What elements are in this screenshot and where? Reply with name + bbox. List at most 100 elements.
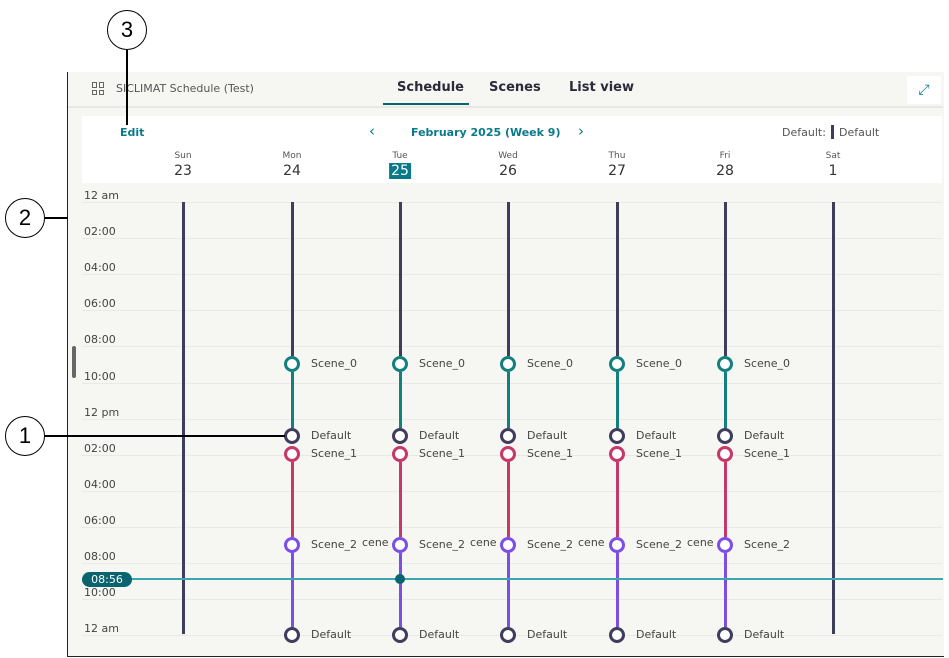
event-label: Scene_0 (744, 357, 791, 370)
event-label: Default (527, 429, 568, 442)
schedule-segment[interactable] (724, 553, 727, 627)
event-node[interactable] (609, 537, 625, 553)
schedule-segment[interactable] (616, 202, 619, 356)
day-name: Sat (825, 151, 841, 161)
event-node[interactable] (284, 537, 300, 553)
day-name: Tue (392, 151, 408, 161)
event-node[interactable] (284, 428, 300, 444)
day-name: Thu (608, 151, 626, 161)
grid-line (82, 418, 942, 420)
schedule-segment[interactable] (616, 553, 619, 627)
schedule-segment[interactable] (724, 202, 727, 356)
schedule-segment[interactable] (507, 202, 510, 356)
event-label: Default (419, 429, 460, 442)
schedule-segment[interactable] (616, 462, 619, 537)
event-node[interactable] (392, 446, 408, 462)
calendar-header (82, 116, 942, 183)
day-number[interactable]: 25 (389, 163, 411, 179)
event-node[interactable] (717, 446, 733, 462)
truncated-label: cene (362, 536, 389, 549)
event-node[interactable] (284, 356, 300, 372)
tab-schedule[interactable]: Schedule (397, 80, 464, 95)
app-title: SICLIMAT Schedule (Test) (116, 82, 254, 95)
event-node[interactable] (609, 627, 625, 643)
event-node[interactable] (392, 428, 408, 444)
event-node[interactable] (500, 627, 516, 643)
event-node[interactable] (609, 446, 625, 462)
event-label: Default (744, 628, 785, 641)
default-bar[interactable] (182, 202, 185, 634)
event-node[interactable] (284, 446, 300, 462)
event-label: Scene_2 (527, 538, 574, 551)
current-time-pill: 08:56 (82, 572, 132, 587)
event-label: Scene_2 (636, 538, 683, 551)
schedule-segment[interactable] (291, 462, 294, 537)
event-label: Scene_0 (636, 357, 683, 370)
schedule-segment[interactable] (291, 202, 294, 356)
event-node[interactable] (500, 356, 516, 372)
schedule-segment[interactable] (616, 372, 619, 428)
expand-icon[interactable]: ⤢ (907, 76, 941, 104)
day-number[interactable]: 27 (608, 163, 626, 179)
scrollbar-thumb[interactable] (72, 346, 76, 378)
event-label: Default (311, 628, 352, 641)
event-node[interactable] (392, 627, 408, 643)
time-label: 08:00 (84, 333, 116, 347)
grid-icon[interactable] (92, 82, 105, 95)
event-node[interactable] (717, 356, 733, 372)
event-label: Scene_1 (419, 447, 466, 460)
event-node[interactable] (284, 627, 300, 643)
day-number[interactable]: 1 (828, 163, 838, 179)
schedule-segment[interactable] (399, 372, 402, 428)
period-label[interactable]: February 2025 (Week 9) (411, 126, 561, 139)
tab-scenes[interactable]: Scenes (489, 80, 541, 95)
event-label: Default (636, 429, 677, 442)
event-node[interactable] (717, 428, 733, 444)
day-number[interactable]: 24 (283, 163, 301, 179)
event-label: Default (311, 429, 352, 442)
event-node[interactable] (392, 356, 408, 372)
schedule-segment[interactable] (724, 462, 727, 537)
time-label: 04:00 (84, 477, 116, 491)
time-label: 12 pm (84, 405, 120, 419)
schedule-segment[interactable] (507, 462, 510, 537)
tab-list-view[interactable]: List view (569, 80, 634, 95)
event-node[interactable] (717, 537, 733, 553)
prev-week-button[interactable]: ‹ (369, 122, 375, 140)
schedule-segment[interactable] (399, 462, 402, 537)
time-label: 02:00 (84, 441, 116, 455)
schedule-segment[interactable] (507, 553, 510, 627)
grid-line (82, 599, 942, 601)
event-node[interactable] (500, 537, 516, 553)
time-label: 04:00 (84, 261, 116, 275)
edit-button[interactable]: Edit (120, 126, 145, 139)
next-week-button[interactable]: › (578, 122, 584, 140)
event-label: Scene_0 (419, 357, 466, 370)
schedule-segment[interactable] (291, 372, 294, 428)
event-node[interactable] (392, 537, 408, 553)
day-number[interactable]: 26 (499, 163, 517, 179)
event-node[interactable] (609, 428, 625, 444)
event-node[interactable] (500, 428, 516, 444)
default-value[interactable]: Default (839, 126, 880, 139)
event-label: Scene_2 (419, 538, 466, 551)
event-label: Scene_2 (744, 538, 791, 551)
default-swatch (831, 125, 834, 139)
event-label: Scene_1 (311, 447, 358, 460)
schedule-segment[interactable] (399, 553, 402, 627)
time-label: 06:00 (84, 513, 116, 527)
schedule-segment[interactable] (507, 372, 510, 428)
event-label: Scene_0 (311, 357, 358, 370)
day-number[interactable]: 23 (174, 163, 192, 179)
current-time-line (82, 578, 943, 580)
schedule-segment[interactable] (724, 372, 727, 428)
event-node[interactable] (500, 446, 516, 462)
default-bar[interactable] (832, 202, 835, 634)
time-label: 12 am (84, 622, 119, 636)
callout-1: 1 (5, 416, 45, 456)
day-number[interactable]: 28 (716, 163, 734, 179)
schedule-segment[interactable] (291, 553, 294, 627)
schedule-segment[interactable] (399, 202, 402, 356)
event-node[interactable] (609, 356, 625, 372)
event-node[interactable] (717, 627, 733, 643)
